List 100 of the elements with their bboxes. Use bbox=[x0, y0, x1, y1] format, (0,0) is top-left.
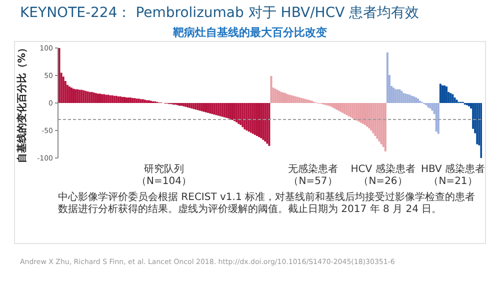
bar bbox=[88, 92, 91, 103]
bar bbox=[200, 103, 203, 112]
bar bbox=[121, 96, 124, 103]
bar bbox=[188, 103, 191, 108]
bar bbox=[400, 90, 403, 103]
text: HBV 感染患者（N=21） bbox=[420, 164, 486, 188]
bar bbox=[180, 103, 183, 106]
bar bbox=[244, 103, 246, 130]
bar bbox=[107, 94, 110, 103]
bar bbox=[338, 103, 340, 111]
bar bbox=[450, 93, 452, 103]
bar bbox=[113, 96, 116, 103]
bar bbox=[136, 98, 138, 103]
bar bbox=[134, 98, 136, 103]
bar bbox=[246, 103, 248, 130]
bar bbox=[130, 98, 132, 103]
bar bbox=[123, 96, 126, 103]
bar bbox=[444, 85, 446, 103]
bar bbox=[119, 96, 122, 103]
bar bbox=[308, 100, 311, 103]
bar bbox=[258, 103, 260, 138]
bar bbox=[240, 103, 242, 125]
bar bbox=[441, 85, 444, 103]
bar bbox=[254, 103, 256, 135]
bar bbox=[182, 103, 185, 106]
bar bbox=[236, 103, 238, 122]
bar bbox=[264, 103, 266, 142]
bar bbox=[232, 103, 234, 120]
bar bbox=[480, 103, 482, 158]
bar bbox=[329, 103, 332, 106]
bar bbox=[270, 76, 272, 103]
bar bbox=[446, 86, 448, 103]
text: HCV 感染患者（N=26） bbox=[350, 164, 416, 188]
bar bbox=[452, 94, 454, 103]
bar bbox=[99, 94, 102, 103]
bar bbox=[70, 88, 72, 103]
bar bbox=[209, 103, 212, 114]
bar bbox=[142, 99, 144, 103]
bar bbox=[202, 103, 205, 112]
bar bbox=[250, 103, 252, 133]
bar bbox=[340, 103, 342, 112]
bar bbox=[268, 103, 270, 146]
bar bbox=[66, 84, 68, 103]
text: 无感染患者（N=57） bbox=[287, 164, 339, 188]
bar bbox=[454, 98, 456, 103]
bar bbox=[227, 103, 230, 118]
bar bbox=[128, 98, 130, 103]
bar bbox=[435, 103, 438, 132]
bar bbox=[138, 98, 140, 103]
bar bbox=[221, 103, 224, 117]
bar bbox=[111, 95, 114, 103]
bar bbox=[229, 103, 232, 120]
bar bbox=[84, 90, 87, 103]
bar bbox=[146, 100, 148, 103]
y-axis-title: 自基线的变化百分比（%） bbox=[15, 42, 29, 164]
bar bbox=[80, 90, 83, 103]
bar bbox=[414, 98, 417, 103]
bar bbox=[331, 103, 334, 108]
bar bbox=[238, 103, 240, 124]
bar bbox=[431, 103, 434, 111]
bar bbox=[412, 96, 415, 103]
bar bbox=[144, 100, 146, 103]
bar bbox=[386, 52, 388, 103]
text: 中心影像学评价委员会根据 RECIST v1.1 标准，对基线前和基线后均接受过影像学检查的患者数据进行分析获得的结果。虚线为评价缓解的阈值。截止日期为 2017 年 8 月 24 日。 bbox=[58, 192, 476, 216]
bar bbox=[192, 103, 195, 110]
bar bbox=[225, 103, 228, 118]
bar bbox=[115, 96, 118, 103]
bar bbox=[178, 103, 181, 106]
bar bbox=[105, 94, 108, 103]
bar bbox=[333, 103, 336, 108]
bar bbox=[248, 103, 250, 132]
bar bbox=[196, 103, 199, 110]
bar bbox=[207, 103, 210, 113]
bar bbox=[260, 103, 262, 138]
bar bbox=[184, 103, 187, 107]
bar bbox=[94, 93, 97, 103]
bar bbox=[234, 103, 236, 122]
bar bbox=[78, 90, 81, 103]
chart-subtitle: 靶病灶自基线的最大百分比改变 bbox=[172, 25, 328, 40]
bar bbox=[132, 98, 134, 103]
bar bbox=[262, 103, 264, 140]
bar bbox=[92, 92, 95, 103]
bar bbox=[86, 91, 89, 103]
bar bbox=[252, 103, 254, 134]
text: 研究队列（N=104） bbox=[136, 164, 192, 188]
bar bbox=[194, 103, 197, 110]
bar bbox=[211, 103, 214, 114]
bar bbox=[72, 88, 75, 103]
bar bbox=[140, 99, 142, 103]
bar bbox=[217, 103, 220, 116]
bar bbox=[82, 90, 85, 103]
bar bbox=[74, 89, 77, 103]
bar bbox=[205, 103, 208, 112]
bar bbox=[266, 103, 268, 144]
bar bbox=[126, 98, 128, 103]
bar bbox=[223, 103, 226, 118]
bar bbox=[213, 103, 216, 115]
bar bbox=[76, 89, 79, 103]
chart-title: KEYNOTE-224： Pembrolizumab 对于 HBV/HCV 患者均有效 bbox=[20, 4, 420, 22]
bar bbox=[109, 95, 112, 103]
